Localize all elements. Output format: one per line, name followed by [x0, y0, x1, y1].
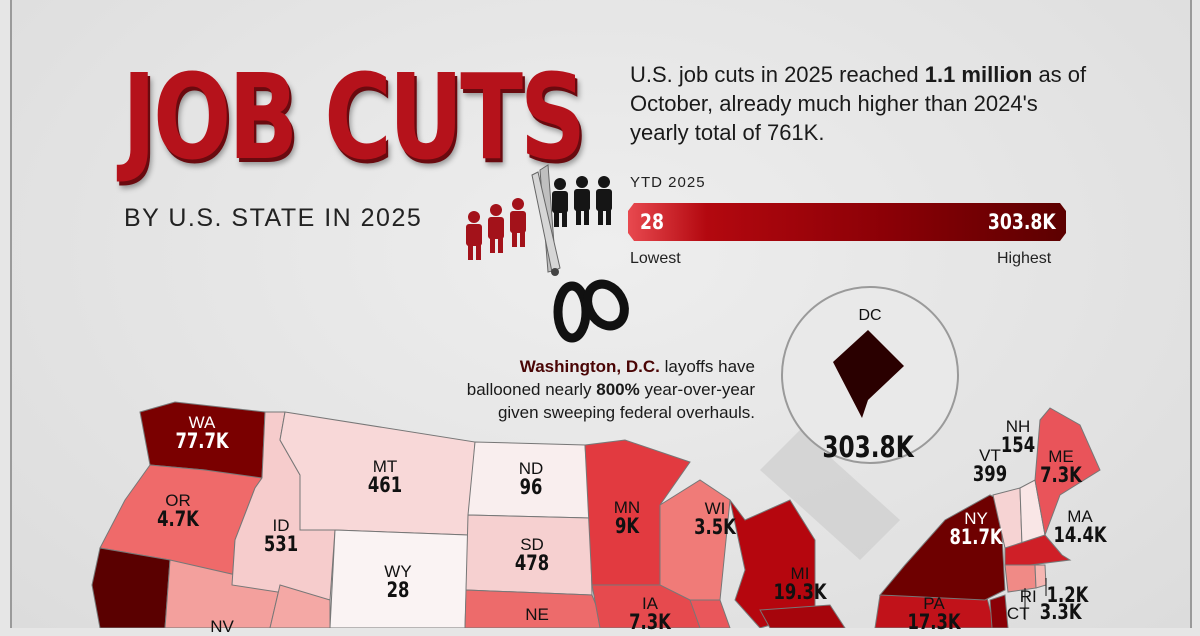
state-value: 399 — [972, 462, 1008, 486]
state-UT[interactable] — [269, 584, 331, 628]
callout-state: DC — [858, 307, 882, 324]
state-value: 19.3K — [773, 580, 827, 604]
state-label-NH: NH 154 — [996, 418, 1040, 456]
state-label-ME: ME 7.3K — [1034, 448, 1087, 486]
callout-value: 303.8K — [822, 430, 914, 464]
state-value: 28 — [386, 578, 410, 602]
intro-pre: U.S. job cuts in 2025 reached — [630, 62, 925, 87]
state-abbr: WA — [188, 413, 216, 432]
state-ME[interactable] — [1034, 407, 1101, 537]
state-label-CT: CT 3.3K — [1007, 602, 1087, 623]
state-abbr: NE — [525, 605, 549, 624]
intro-highlight: 1.1 million — [924, 62, 1033, 87]
legend-max-label: Highest — [997, 250, 1052, 267]
state-value: 14.4K — [1053, 523, 1107, 547]
state-IA[interactable] — [591, 584, 701, 628]
state-abbr: OR — [165, 491, 191, 510]
state-WY[interactable] — [329, 529, 469, 628]
intro-text: U.S. job cuts in 2025 reached 1.1 millio… — [630, 60, 1090, 147]
state-value: 3.5K — [694, 515, 736, 539]
state-IL[interactable] — [689, 599, 731, 628]
state-WI[interactable] — [659, 479, 731, 601]
state-abbr: CT — [1006, 604, 1030, 623]
state-value: 7.3K — [1040, 463, 1082, 487]
dc-annotation: Washington, D.C. layoffs have ballooned … — [455, 355, 755, 424]
state-abbr: NH — [1005, 417, 1031, 436]
state-label-VT: VT 399 — [968, 447, 1012, 485]
legend-max-value: 303.8K — [988, 210, 1056, 234]
state-value: 7.3K — [629, 610, 671, 634]
state-abbr: WI — [704, 499, 726, 518]
state-abbr: PA — [923, 594, 945, 613]
state-abbr: WY — [384, 562, 412, 581]
state-label-PA: PA 17.3K — [900, 595, 968, 633]
state-label-MN: MN 9K — [612, 499, 643, 537]
annotation-text-2: year-over-year given sweeping federal ov… — [497, 380, 755, 422]
state-label-NE: NE — [525, 606, 549, 623]
state-label-NY: NY 81.7K — [942, 510, 1010, 548]
state-value: 461 — [367, 473, 403, 497]
state-value: 4.7K — [157, 507, 199, 531]
title: JOB CUTS — [122, 48, 586, 186]
state-abbr: SD — [520, 535, 544, 554]
state-value: 1.2K — [1046, 583, 1089, 607]
state-abbr: IA — [641, 594, 659, 613]
state-abbr: MA — [1067, 507, 1093, 526]
state-label-ID: ID 531 — [259, 517, 303, 555]
legend-label: YTD 2025 — [630, 174, 706, 191]
state-value: 154 — [1000, 433, 1036, 457]
state-label-WA: WA 77.7K — [168, 414, 236, 452]
state-value: 96 — [519, 475, 543, 499]
people-icon — [466, 176, 612, 260]
state-label-WI: WI 3.5K — [688, 500, 741, 538]
intro-post: as of October, already much higher than … — [630, 62, 1087, 145]
state-value: 81.7K — [949, 525, 1003, 549]
legend-color-bar: 28 303.8K — [628, 203, 1066, 241]
state-abbr: MI — [790, 564, 810, 583]
state-value: 3.3K — [1039, 600, 1082, 624]
scissors-icon — [531, 164, 629, 343]
state-abbr: MT — [372, 457, 398, 476]
dc-magnifier — [760, 286, 959, 560]
state-label-WY: WY 28 — [383, 563, 412, 601]
state-abbr: RI — [1019, 587, 1037, 606]
state-label-MA: MA 14.4K — [1046, 508, 1114, 546]
state-abbr: VT — [979, 446, 1001, 465]
state-label-OR: OR 4.7K — [151, 492, 204, 530]
state-label-MI: MI 19.3K — [766, 565, 834, 603]
state-value: 478 — [514, 551, 550, 575]
state-NE[interactable] — [464, 589, 606, 628]
subtitle: BY U.S. STATE IN 2025 — [124, 204, 423, 232]
state-OH[interactable] — [759, 604, 846, 628]
state-label-NV: NV — [210, 618, 234, 635]
state-value: 531 — [263, 532, 299, 556]
state-CA[interactable] — [91, 547, 171, 628]
state-label-SD: SD 478 — [510, 536, 554, 574]
annotation-text-1: layoffs have ballooned nearly — [466, 357, 755, 399]
state-abbr: NY — [964, 509, 988, 528]
state-label-IA: IA 7.3K — [623, 595, 676, 633]
state-abbr: NV — [210, 617, 234, 636]
state-label-MT: MT 461 — [363, 458, 407, 496]
state-abbr: ME — [1048, 447, 1074, 466]
state-abbr: ID — [272, 516, 290, 535]
dc-shape — [833, 330, 904, 418]
state-value: 77.7K — [175, 429, 229, 453]
state-label-RI: RI 1.2K — [1020, 585, 1094, 606]
state-MI[interactable] — [729, 499, 816, 628]
legend-min-value: 28 — [640, 210, 664, 234]
state-NJ[interactable] — [989, 594, 1009, 628]
annotation-bold-pct: 800% — [596, 380, 640, 399]
state-label-ND: ND 96 — [516, 460, 545, 498]
state-NY[interactable] — [878, 494, 1006, 601]
state-abbr: MN — [613, 498, 641, 517]
state-abbr: ND — [518, 459, 544, 478]
legend-min-label: Lowest — [630, 250, 681, 267]
state-value: 17.3K — [907, 610, 961, 634]
state-value: 9K — [614, 514, 640, 538]
annotation-bold-dc: Washington, D.C. — [519, 357, 660, 376]
